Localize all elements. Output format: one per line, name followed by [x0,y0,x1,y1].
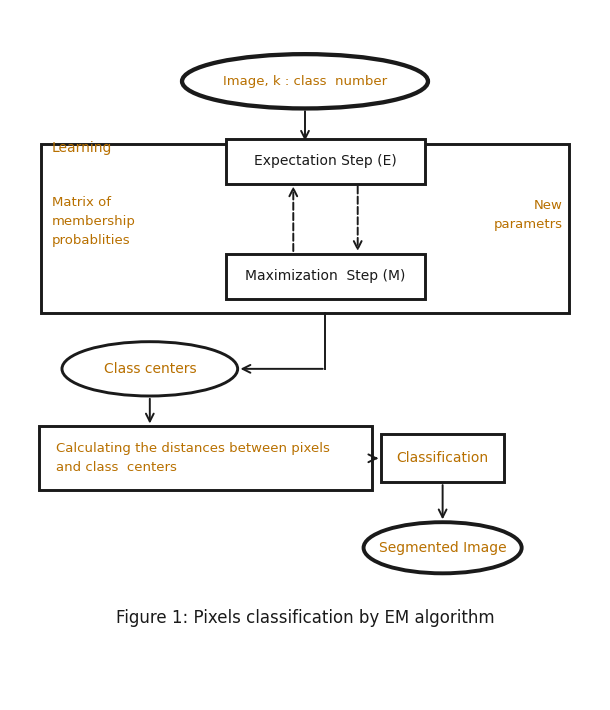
Text: Figure 1: Pixels classification by EM algorithm: Figure 1: Pixels classification by EM al… [116,609,494,627]
Text: Image, k : class  number: Image, k : class number [223,75,387,88]
Text: Maximization  Step (M): Maximization Step (M) [245,269,406,283]
Text: Class centers: Class centers [104,362,196,376]
Text: New
parametrs: New parametrs [493,200,562,231]
Text: Expectation Step (E): Expectation Step (E) [254,154,397,168]
Ellipse shape [182,54,428,109]
FancyBboxPatch shape [226,139,425,184]
Text: Classification: Classification [396,452,489,465]
Text: Matrix of
membership
probablities: Matrix of membership probablities [52,197,136,247]
FancyBboxPatch shape [41,143,569,313]
Text: Calculating the distances between pixels
and class  centers: Calculating the distances between pixels… [56,442,330,474]
FancyBboxPatch shape [38,426,372,491]
FancyBboxPatch shape [381,435,504,482]
Ellipse shape [364,523,522,574]
Ellipse shape [62,342,238,396]
Text: Learning: Learning [52,141,112,155]
Text: Segmented Image: Segmented Image [379,541,506,555]
FancyBboxPatch shape [226,254,425,299]
